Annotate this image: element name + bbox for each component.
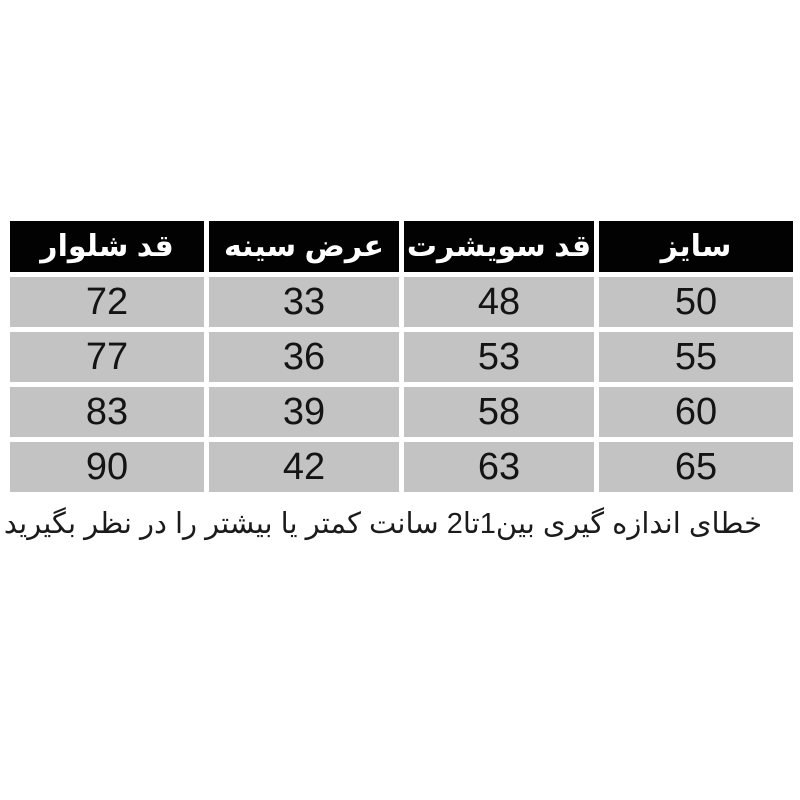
table-cell: 36 [209, 332, 399, 382]
table-cell: 77 [10, 332, 204, 382]
table-cell: 63 [404, 442, 594, 492]
table-cell: 42 [209, 442, 399, 492]
size-table: سایز قد سویشرت عرض سینه قد شلوار 50 48 3… [10, 221, 793, 492]
table-cell: 65 [599, 442, 793, 492]
table-cell: 90 [10, 442, 204, 492]
table-cell: 48 [404, 277, 594, 327]
table-cell: 55 [599, 332, 793, 382]
table-cell: 83 [10, 387, 204, 437]
table-header-pants-length: قد شلوار [10, 221, 204, 272]
table-cell: 72 [10, 277, 204, 327]
table-cell: 53 [404, 332, 594, 382]
table-cell: 60 [599, 387, 793, 437]
table-cell: 50 [599, 277, 793, 327]
table-header-size: سایز [599, 221, 793, 272]
table-cell: 58 [404, 387, 594, 437]
table-cell: 33 [209, 277, 399, 327]
table-header-chest-width: عرض سینه [209, 221, 399, 272]
table-cell: 39 [209, 387, 399, 437]
table-header-sweatshirt-length: قد سویشرت [404, 221, 594, 272]
measurement-tolerance-note: خطای اندازه گیری بین1تا2 سانت کمتر یا بی… [3, 508, 763, 540]
